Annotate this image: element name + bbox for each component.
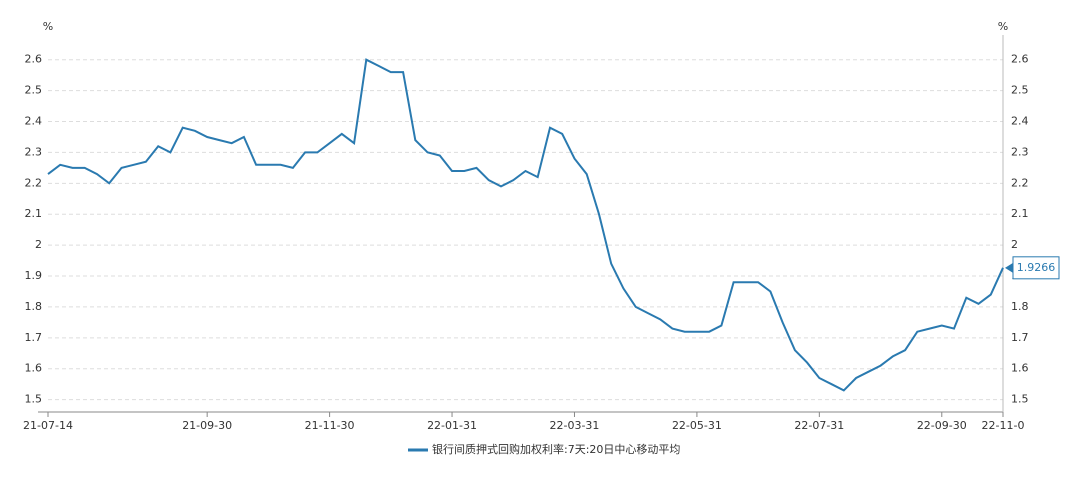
y-tick-label: 1.5 (25, 393, 43, 406)
x-tick-label: 22-11-0 (982, 419, 1025, 432)
y2-tick-label: 2.4 (1011, 115, 1029, 128)
x-tick-label: 22-01-31 (427, 419, 477, 432)
y2-tick-label: 1.5 (1011, 393, 1029, 406)
y2-tick-label: 2.2 (1011, 176, 1029, 189)
y-tick-label: 2.3 (25, 145, 43, 158)
y-tick-label: 2.5 (25, 84, 43, 97)
line-series (47, 58, 1004, 392)
y2-tick-label: 2.1 (1011, 207, 1029, 220)
y2-tick-label: 2 (1011, 238, 1018, 251)
y-unit-right: % (998, 20, 1008, 33)
y2-tick-label: 2.3 (1011, 145, 1029, 158)
y2-tick-label: 2.5 (1011, 84, 1029, 97)
y-tick-label: 2 (35, 238, 42, 251)
y-tick-label: 1.9 (25, 269, 43, 282)
y2-tick-label: 2.6 (1011, 53, 1029, 66)
x-tick-label: 22-05-31 (672, 419, 722, 432)
last-value-label: 1.9266 (1017, 261, 1056, 274)
x-tick-label: 21-11-30 (305, 419, 355, 432)
y2-tick-label: 1.7 (1011, 331, 1029, 344)
x-tick-label: 22-03-31 (550, 419, 600, 432)
y-tick-label: 2.2 (25, 176, 43, 189)
y-tick-label: 2.6 (25, 53, 43, 66)
legend-label: 银行间质押式回购加权利率:7天:20日中心移动平均 (432, 442, 680, 456)
y-tick-label: 1.7 (25, 331, 43, 344)
y-unit-left: % (43, 20, 53, 33)
y-tick-label: 2.1 (25, 207, 43, 220)
y-tick-label: 1.8 (25, 300, 43, 313)
y2-tick-label: 1.8 (1011, 300, 1029, 313)
last-value-pointer (1005, 262, 1013, 273)
x-tick-label: 22-09-30 (917, 419, 967, 432)
y-tick-label: 2.4 (25, 115, 43, 128)
x-tick-label: 22-07-31 (794, 419, 844, 432)
x-tick-label: 21-07-14 (23, 419, 73, 432)
y2-tick-label: 1.6 (1011, 362, 1029, 375)
x-tick-label: 21-09-30 (182, 419, 232, 432)
y-tick-label: 1.6 (25, 362, 43, 375)
